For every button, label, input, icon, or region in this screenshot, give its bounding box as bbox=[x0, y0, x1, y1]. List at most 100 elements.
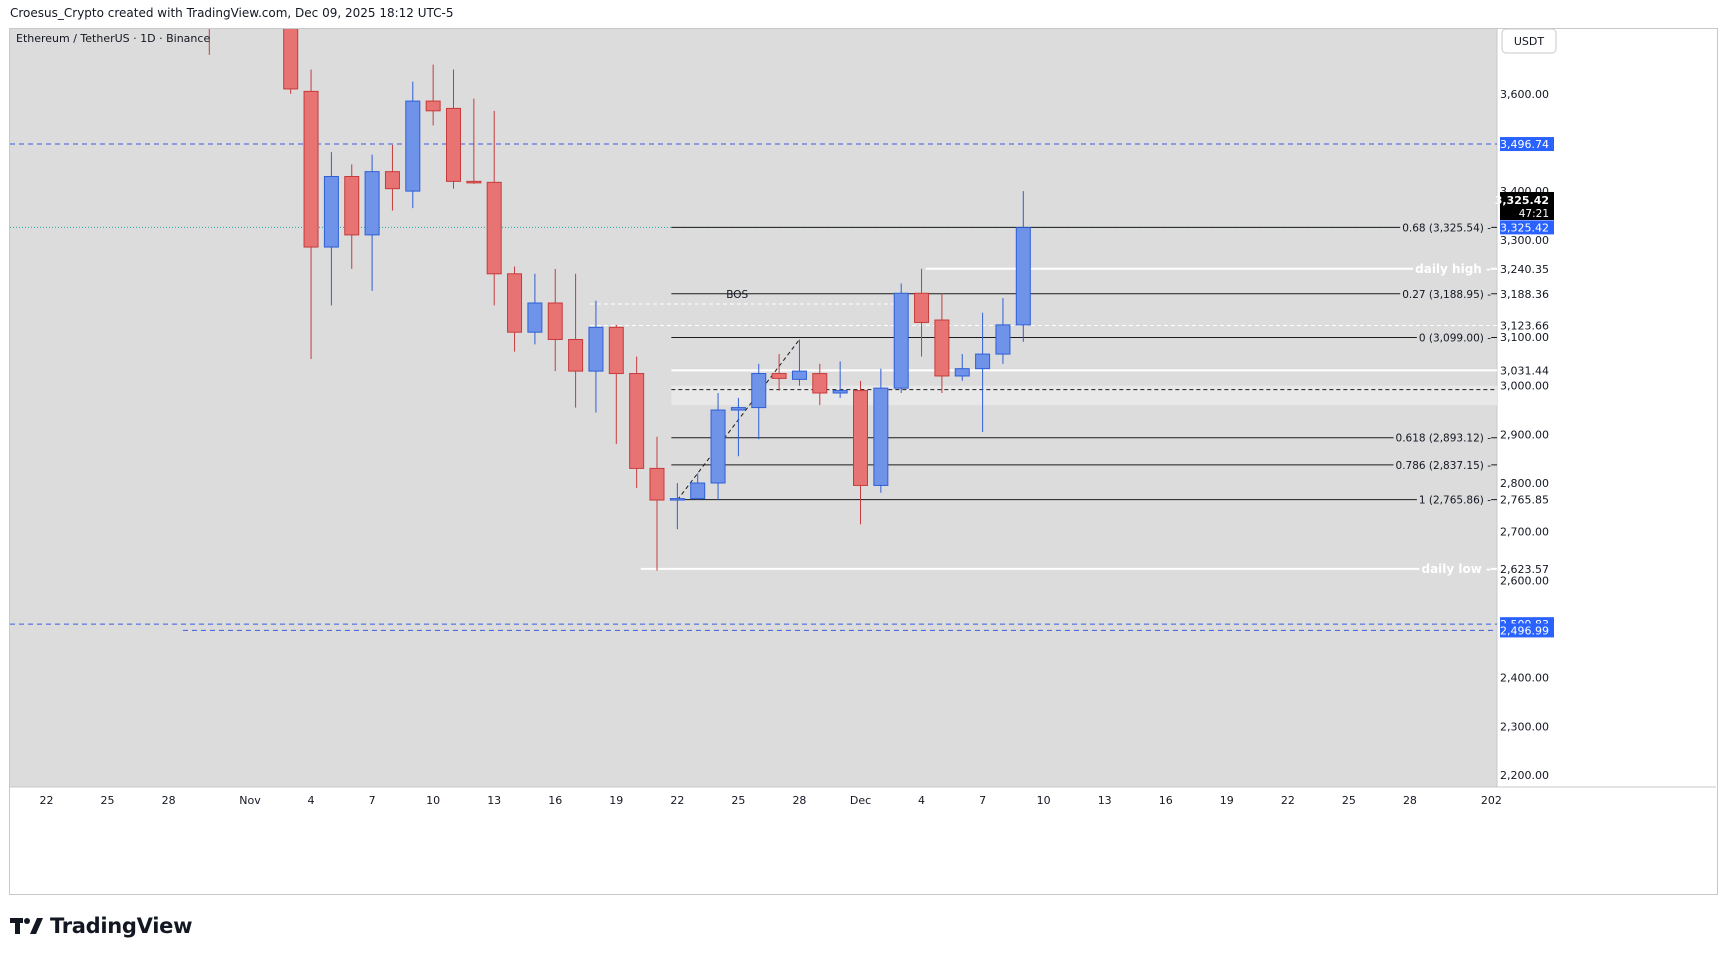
candle-body-23 bbox=[730, 407, 746, 411]
candle-body-12 bbox=[507, 273, 523, 333]
level-label-12: daily low - bbox=[1421, 562, 1491, 576]
x-tick-9: 19 bbox=[609, 794, 623, 807]
currency-button bbox=[1501, 28, 1557, 54]
candle-body-30 bbox=[873, 387, 889, 486]
candle-body-22 bbox=[710, 409, 726, 484]
candle-body-6 bbox=[384, 171, 400, 190]
chart-credit: Croesus_Crypto created with TradingView.… bbox=[10, 6, 454, 20]
level-label-bg-6 bbox=[1416, 332, 1492, 345]
price-badge-bg-1 bbox=[1500, 220, 1554, 235]
y-tick-8: 3,100.00 bbox=[1500, 331, 1549, 344]
candle-body-19 bbox=[649, 467, 665, 501]
candle-body-8 bbox=[425, 100, 441, 112]
candle-body-2 bbox=[303, 90, 319, 248]
x-tick-17: 13 bbox=[1098, 794, 1112, 807]
candle-body-17 bbox=[608, 326, 624, 375]
x-tick-18: 16 bbox=[1159, 794, 1173, 807]
level-label-bg-4 bbox=[1400, 288, 1492, 301]
candle-body-9 bbox=[446, 107, 461, 182]
y-tick-0: 2,200.00 bbox=[1500, 769, 1549, 782]
candle-body-26 bbox=[791, 370, 807, 380]
candle-body-4 bbox=[344, 176, 360, 236]
x-tick-10: 22 bbox=[670, 794, 684, 807]
x-tick-2: 28 bbox=[162, 794, 176, 807]
last-price-countdown: 47:21 bbox=[1519, 208, 1549, 220]
candle-body-21 bbox=[690, 482, 706, 500]
level-label-bg-11 bbox=[1416, 494, 1492, 507]
x-tick-22: 28 bbox=[1403, 794, 1417, 807]
x-tick-20: 22 bbox=[1281, 794, 1295, 807]
support-zone bbox=[671, 385, 1497, 406]
price-badge-bg-3 bbox=[1500, 261, 1554, 276]
plot-layer: 0.68 (3,325.54) - daily high - 0.27 (3,188… bbox=[10, 0, 1497, 631]
currency-button-label[interactable]: USDT bbox=[1514, 35, 1545, 48]
level-label-9: 0.618 (2,893.12) - bbox=[1396, 433, 1492, 445]
candle-body-1 bbox=[283, 29, 299, 90]
chart-title: Ethereum / TetherUS · 1D · Binance bbox=[16, 32, 210, 45]
candle-body-18 bbox=[629, 373, 645, 469]
level-label-6: 0 (3,099.00) - bbox=[1419, 333, 1491, 345]
x-tick-8: 16 bbox=[548, 794, 562, 807]
price-badge-1: 3,325.42 bbox=[1500, 221, 1549, 234]
price-badge-bg-4 bbox=[1500, 286, 1554, 301]
price-badge-3: 3,240.35 bbox=[1500, 263, 1549, 276]
price-badge-5: 3,123.66 bbox=[1500, 320, 1549, 333]
y-tick-11: 3,600.00 bbox=[1500, 88, 1549, 101]
y-tick-5: 2,800.00 bbox=[1500, 477, 1549, 490]
price-badge-12: 2,623.57 bbox=[1500, 563, 1549, 576]
candle-body-35 bbox=[975, 353, 991, 370]
level-label-2: 0.68 (3,325.54) - bbox=[1402, 222, 1491, 234]
x-tick-6: 10 bbox=[426, 794, 440, 807]
price-badge-bg-5 bbox=[1500, 318, 1554, 333]
candle-body-3 bbox=[323, 176, 339, 248]
price-scale-background bbox=[1497, 29, 1716, 787]
candle-body-0 bbox=[202, 0, 216, 1]
price-badge-bg-11 bbox=[1500, 492, 1554, 507]
x-tick-12: 28 bbox=[792, 794, 806, 807]
price-badge-bg-14 bbox=[1500, 623, 1554, 638]
price-badge-11: 2,765.85 bbox=[1500, 494, 1549, 507]
price-badge-bg-0 bbox=[1500, 137, 1554, 152]
candle-body-27 bbox=[812, 373, 828, 394]
candle-body-28 bbox=[832, 390, 848, 394]
candle-body-11 bbox=[486, 181, 502, 275]
candle-body-33 bbox=[934, 319, 950, 377]
y-tick-6: 2,900.00 bbox=[1500, 428, 1549, 441]
level-label-10: 0.786 (2,837.15) - bbox=[1396, 460, 1492, 472]
y-tick-3: 2,600.00 bbox=[1500, 574, 1549, 587]
price-badge-7: 3,031.44 bbox=[1500, 364, 1549, 377]
last-price-value: 3,325.42 bbox=[1495, 194, 1549, 207]
candle-body-5 bbox=[364, 171, 380, 236]
x-tick-1: 25 bbox=[101, 794, 115, 807]
bos-label: BOS bbox=[726, 289, 748, 301]
y-tick-9: 3,300.00 bbox=[1500, 234, 1549, 247]
price-badge-bg-7 bbox=[1500, 363, 1554, 378]
x-tick-3: Nov bbox=[239, 794, 261, 807]
y-tick-4: 2,700.00 bbox=[1500, 526, 1549, 539]
price-badge-4: 3,188.36 bbox=[1500, 288, 1549, 301]
candle-body-32 bbox=[914, 292, 930, 323]
tradingview-logo-icon bbox=[10, 918, 43, 934]
x-tick-19: 19 bbox=[1220, 794, 1234, 807]
candle-body-14 bbox=[547, 302, 563, 340]
level-label-11: 1 (2,765.86) - bbox=[1419, 495, 1491, 507]
last-price-badge-bg bbox=[1500, 192, 1554, 220]
candle-body-29 bbox=[853, 390, 868, 486]
y-tick-1: 2,300.00 bbox=[1500, 720, 1549, 733]
candle-body-10 bbox=[466, 180, 482, 184]
candle-body-15 bbox=[568, 338, 584, 372]
price-badge-0: 3,496.74 bbox=[1500, 138, 1549, 151]
candle-body-20 bbox=[669, 498, 685, 501]
price-badge-bg-12 bbox=[1500, 561, 1554, 576]
level-label-bg-9 bbox=[1393, 432, 1492, 445]
level-label-bg-2 bbox=[1400, 222, 1492, 235]
x-tick-11: 25 bbox=[731, 794, 745, 807]
candle-body-16 bbox=[588, 326, 604, 372]
candle-body-7 bbox=[405, 100, 421, 192]
tradingview-logo[interactable]: TradingView bbox=[10, 914, 192, 938]
x-tick-21: 25 bbox=[1342, 794, 1356, 807]
price-badge-14: 2,496.99 bbox=[1500, 624, 1549, 637]
level-label-bg-10 bbox=[1393, 459, 1492, 472]
x-tick-5: 7 bbox=[369, 794, 376, 807]
